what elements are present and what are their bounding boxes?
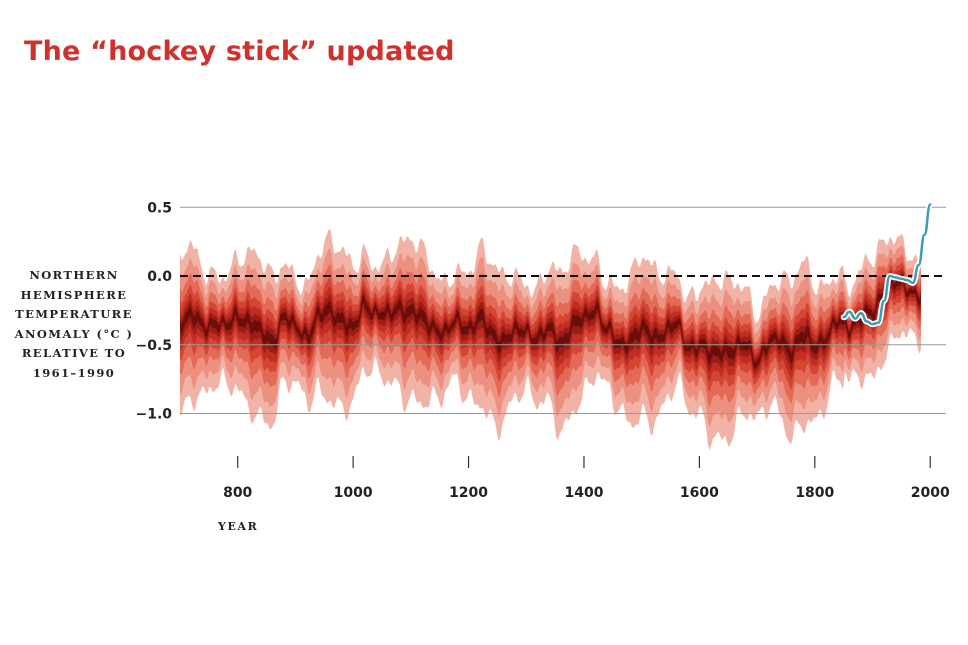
y-tick-label: 0.0 bbox=[147, 269, 172, 285]
grid-lines bbox=[180, 206, 946, 414]
x-tick-label: 800 bbox=[223, 485, 252, 501]
x-tick-label: 1400 bbox=[564, 485, 603, 501]
x-axis-label: YEAR bbox=[218, 520, 259, 533]
y-axis-label-line: RELATIVE TO bbox=[21, 346, 127, 360]
x-tick-label: 1800 bbox=[795, 485, 834, 501]
instrumental-series bbox=[840, 201, 934, 328]
uncertainty-bands bbox=[180, 228, 921, 451]
chart-title: The “hockey stick” updated bbox=[24, 36, 455, 67]
y-axis-label-line: 1961–1990 bbox=[32, 365, 116, 380]
x-tick-label: 1000 bbox=[334, 485, 373, 501]
y-tick-label: −1.0 bbox=[135, 407, 172, 423]
x-tick-label: 1600 bbox=[680, 485, 719, 501]
y-axis-label-line: TEMPERATURE bbox=[15, 307, 133, 321]
x-tick-label: 2000 bbox=[911, 485, 950, 501]
instrumental-line bbox=[842, 203, 932, 326]
y-axis-label-line: NORTHERN bbox=[29, 268, 119, 282]
y-axis-label-line: ANOMALY (°C ) bbox=[14, 326, 134, 341]
uncertainty-band bbox=[180, 274, 921, 370]
x-tick-label: 1200 bbox=[449, 485, 488, 501]
y-tick-labels: 0.5 0.0 −0.5 −1.0 bbox=[135, 200, 172, 422]
y-tick-label: −0.5 bbox=[135, 338, 172, 354]
y-tick-label: 0.5 bbox=[147, 200, 172, 216]
x-tick-labels: 800 1000 1200 1400 1600 1800 2000 bbox=[223, 456, 950, 501]
y-axis-label: NORTHERN HEMISPHERE TEMPERATURE ANOMALY … bbox=[10, 266, 138, 383]
y-axis-label-line: HEMISPHERE bbox=[20, 287, 128, 302]
